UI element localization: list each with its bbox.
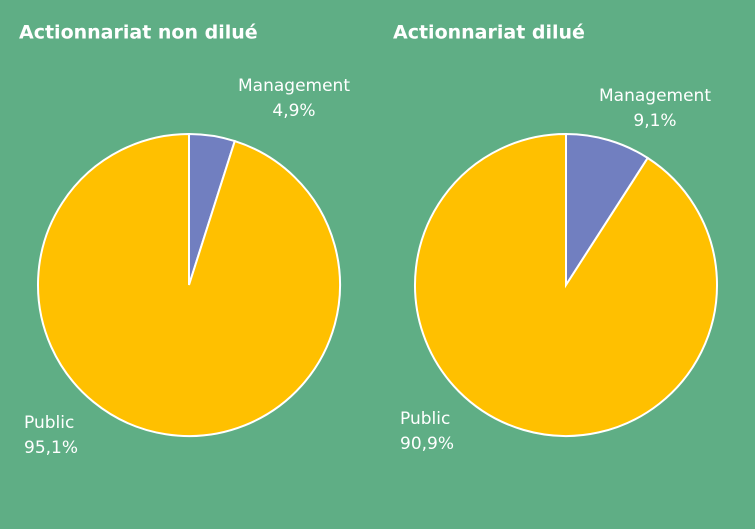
slice-label: Public [24,413,74,433]
slice-value-label: 4,9% [272,101,315,121]
slice-label: Management [599,86,711,106]
chart-title: Actionnariat dilué [393,22,585,44]
pie-slice [414,132,718,437]
chart-title: Actionnariat non dilué [19,22,258,44]
slice-value-label: 9,1% [633,111,676,131]
pie-slice [37,132,341,437]
slice-label: Management [238,76,350,96]
slice-value-label: 90,9% [400,434,454,454]
pie-slice [565,132,650,289]
slice-label: Public [400,409,450,429]
slice-value-label: 95,1% [24,438,78,458]
